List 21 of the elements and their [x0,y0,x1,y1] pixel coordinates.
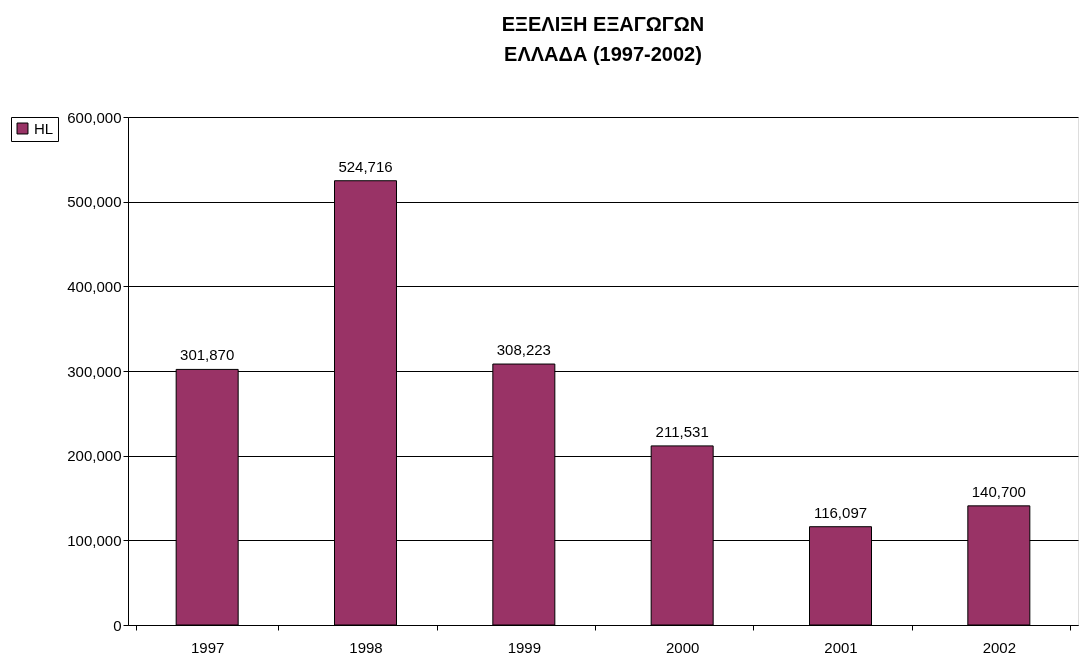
x-tick-label: 2002 [982,638,1017,656]
y-tick-label: 100,000 [67,531,122,549]
y-tick-label: 300,000 [67,362,122,380]
x-tick-label: 1999 [507,638,542,656]
data-label: 116,097 [813,503,868,521]
legend-label: HL [34,119,54,137]
y-tick-label: 400,000 [67,277,122,295]
x-tick-label: 1998 [349,638,383,656]
data-label: 524,716 [338,157,393,175]
y-tick-label: 600,000 [67,108,122,126]
y-tick-label: 200,000 [67,447,122,465]
y-tick-label: 0 [113,616,122,634]
data-label: 211,531 [655,422,709,440]
data-label: 140,700 [971,482,1026,500]
data-label: 301,870 [180,346,235,364]
x-tick-label: 2001 [824,638,858,656]
x-tick-label: 2000 [665,638,700,656]
y-tick-label: 500,000 [67,193,122,211]
x-tick-label: 1997 [190,638,225,656]
chart-title: ΕΞΕΛΙΞΗ ΕΞΑΓΩΓΩΝ ΕΛΛΑΔΑ (1997-2002) [501,13,705,65]
data-label: 308,223 [496,341,551,359]
